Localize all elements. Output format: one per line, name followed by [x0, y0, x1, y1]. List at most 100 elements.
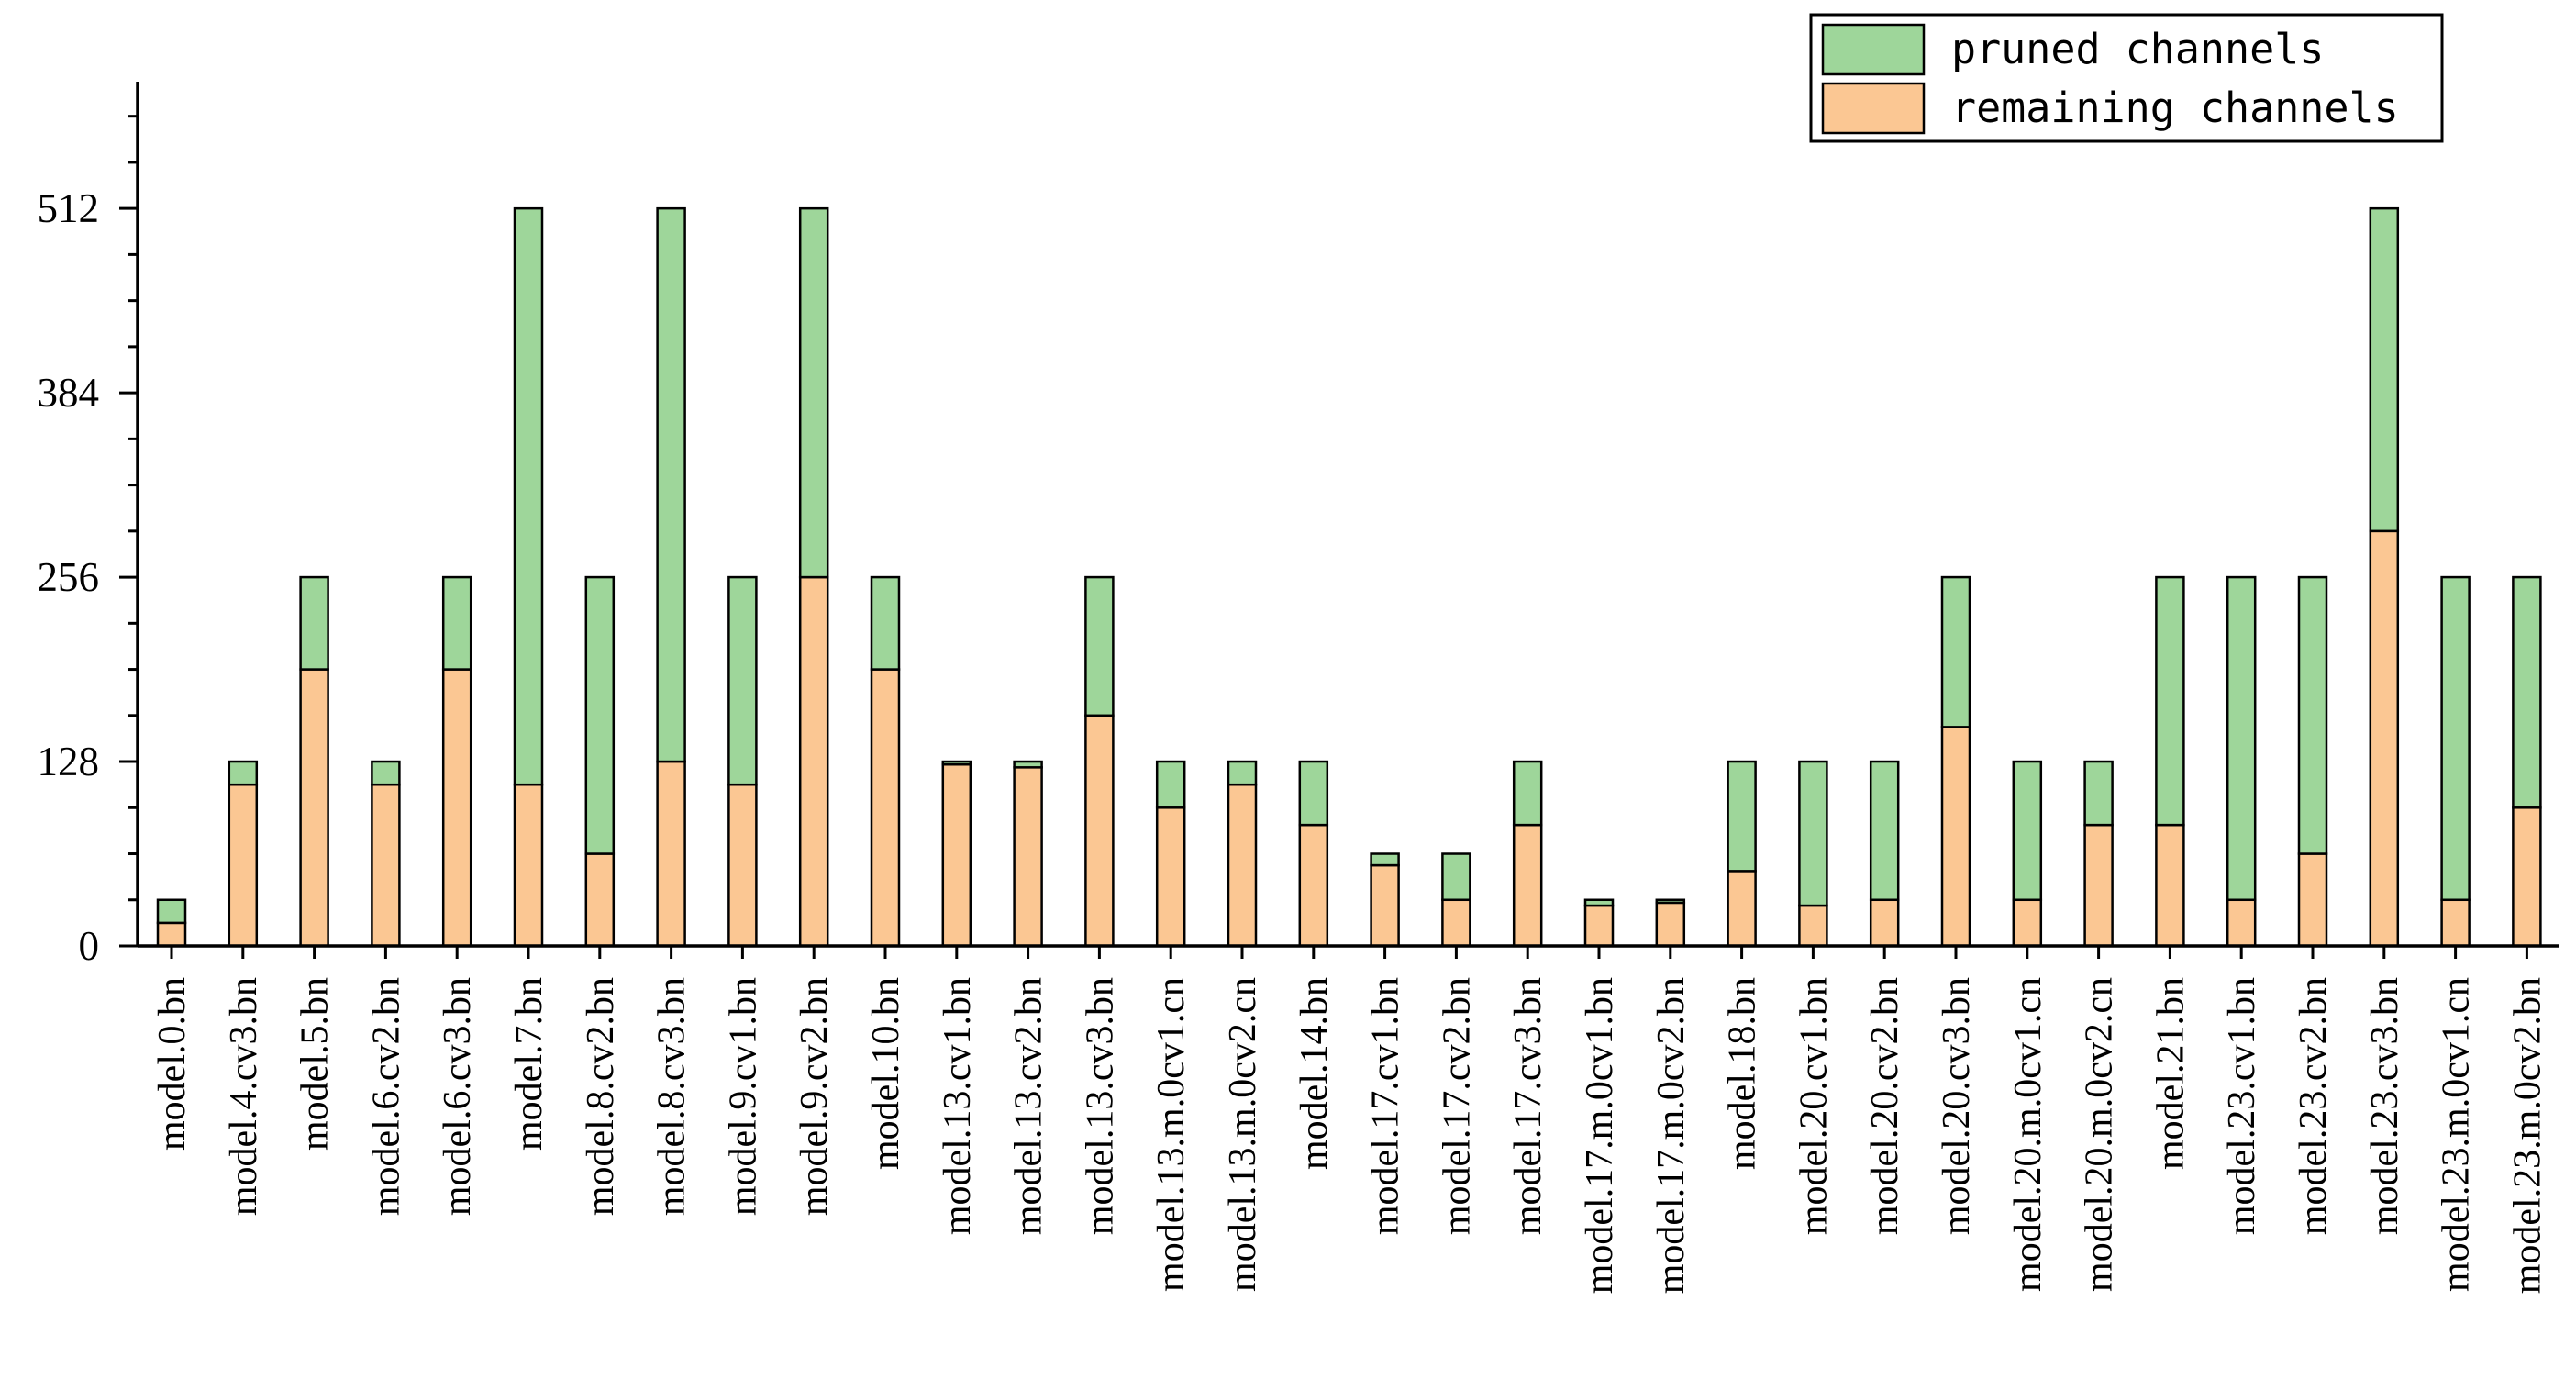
bar-pruned-29	[2226, 575, 2257, 902]
bar-pruned-15	[1227, 760, 1258, 786]
x-tick-label-28: model.21.bn	[2149, 977, 2192, 1170]
x-tick-label-15: model.13.m.0cv2.cn	[1222, 977, 1264, 1292]
x-tick-label-1: model.4.cv3.bn	[223, 977, 265, 1216]
bar-remaining-8	[727, 783, 758, 948]
bar-remaining-3	[371, 783, 401, 948]
bar-pruned-20	[1583, 898, 1615, 907]
x-tick-label-0: model.0.bn	[151, 977, 194, 1151]
x-tick-label-4: model.6.cv3.bn	[437, 977, 479, 1216]
bar-remaining-13	[1084, 714, 1115, 948]
bar-pruned-1	[228, 760, 259, 786]
legend[interactable]: pruned channels remaining channels	[1809, 13, 2444, 143]
bar-pruned-19	[1512, 760, 1543, 827]
x-tick-label-6: model.8.cv2.bn	[580, 977, 622, 1216]
bar-pruned-18	[1441, 852, 1471, 902]
bar-pruned-24	[1869, 760, 1900, 902]
bar-remaining-23	[1798, 904, 1828, 948]
legend-label-pruned: pruned channels	[1951, 25, 2324, 73]
x-tick-label-11: model.13.cv1.bn	[937, 977, 979, 1235]
bar-pruned-28	[2155, 575, 2185, 827]
bar-remaining-26	[2012, 898, 2043, 948]
bar-pruned-22	[1727, 760, 1757, 873]
bar-pruned-30	[2297, 575, 2328, 855]
bar-pruned-12	[1013, 760, 1043, 769]
bar-pruned-11	[941, 760, 972, 766]
bar-pruned-5	[513, 206, 544, 786]
legend-label-remaining: remaining channels	[1951, 83, 2399, 132]
bar-pruned-31	[2369, 206, 2400, 533]
bar-pruned-23	[1798, 760, 1828, 907]
bar-pruned-14	[1155, 760, 1186, 809]
x-tick-label-29: model.23.cv1.bn	[2221, 977, 2263, 1235]
bar-remaining-10	[870, 668, 901, 948]
x-tick-label-32: model.23.m.0cv1.cn	[2436, 977, 2478, 1292]
bar-remaining-6	[584, 852, 616, 948]
bar-remaining-9	[798, 575, 829, 948]
x-tick-label-24: model.20.cv2.bn	[1864, 977, 1906, 1235]
x-tick-label-14: model.13.m.0cv1.cn	[1150, 977, 1193, 1292]
legend-swatch-pruned	[1821, 23, 1926, 76]
y-tick-label-2: 256	[38, 554, 100, 600]
bar-remaining-15	[1227, 783, 1258, 948]
bar-pruned-2	[299, 575, 329, 671]
bar-pruned-25	[1940, 575, 1971, 728]
axes-group: 0 128 256 384 512	[38, 82, 2559, 969]
bar-remaining-32	[2440, 898, 2471, 948]
bar-pruned-32	[2440, 575, 2471, 902]
y-tick-label-3: 384	[38, 370, 100, 416]
bar-remaining-21	[1655, 901, 1686, 948]
x-tick-label-2: model.5.bn	[294, 977, 337, 1151]
bar-remaining-1	[228, 783, 259, 948]
bars-group	[156, 206, 2542, 948]
bar-remaining-25	[1940, 726, 1971, 948]
x-tick-label-8: model.9.cv1.bn	[722, 977, 764, 1216]
x-tick-label-22: model.18.bn	[1722, 977, 1764, 1170]
bar-remaining-4	[441, 668, 472, 948]
bar-pruned-8	[727, 575, 758, 786]
bar-remaining-31	[2369, 529, 2400, 948]
category-labels-group: model.0.bn model.4.cv3.bn model.5.bn model.…	[151, 977, 2548, 1294]
y-tick-label-4: 512	[38, 185, 100, 231]
bar-pruned-13	[1084, 575, 1115, 717]
y-tick-label-0: 0	[79, 923, 100, 969]
x-tick-label-23: model.20.cv1.bn	[1793, 977, 1835, 1235]
x-tick-label-21: model.17.m.0cv2.bn	[1650, 977, 1693, 1294]
legend-swatch-remaining	[1821, 82, 1926, 135]
bar-remaining-24	[1869, 898, 1900, 948]
bar-remaining-20	[1583, 904, 1615, 948]
bar-remaining-2	[299, 668, 329, 948]
bar-pruned-27	[2083, 760, 2114, 827]
bar-pruned-7	[656, 206, 686, 763]
bar-remaining-33	[2512, 806, 2542, 948]
bar-remaining-14	[1155, 806, 1186, 948]
x-tick-label-26: model.20.m.0cv1.cn	[2007, 977, 2049, 1292]
bar-pruned-4	[441, 575, 472, 671]
bar-remaining-27	[2083, 823, 2114, 948]
x-tick-label-17: model.17.cv1.bn	[1365, 977, 1407, 1235]
bar-remaining-7	[656, 760, 686, 948]
bar-pruned-3	[371, 760, 401, 786]
x-tick-label-30: model.23.cv2.bn	[2293, 977, 2335, 1235]
bar-remaining-11	[941, 762, 972, 948]
bar-pruned-10	[870, 575, 901, 671]
bar-remaining-28	[2155, 823, 2185, 948]
bar-remaining-22	[1727, 870, 1757, 948]
bar-pruned-21	[1655, 898, 1686, 905]
bar-remaining-5	[513, 783, 544, 948]
bar-pruned-9	[798, 206, 829, 579]
x-tick-label-12: model.13.cv2.bn	[1008, 977, 1050, 1235]
bar-remaining-12	[1013, 766, 1043, 948]
bar-pruned-33	[2512, 575, 2542, 809]
bar-pruned-6	[584, 575, 616, 855]
bar-remaining-18	[1441, 898, 1471, 948]
bar-remaining-29	[2226, 898, 2257, 948]
x-tick-label-27: model.20.m.0cv2.cn	[2079, 977, 2121, 1292]
bar-pruned-17	[1370, 852, 1400, 867]
x-tick-label-10: model.10.bn	[865, 977, 907, 1170]
bar-pruned-26	[2012, 760, 2043, 902]
x-tick-label-31: model.23.cv3.bn	[2364, 977, 2406, 1235]
y-tick-label-1: 128	[38, 739, 100, 784]
x-tick-label-7: model.8.cv3.bn	[651, 977, 694, 1216]
bar-remaining-30	[2297, 852, 2328, 948]
bar-remaining-16	[1298, 823, 1329, 948]
